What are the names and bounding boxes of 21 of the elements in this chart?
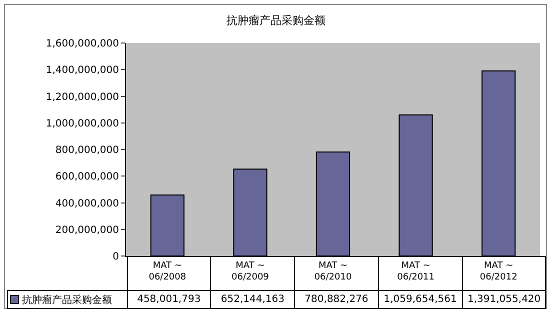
data-label: 780,882,276 [294,290,378,308]
data-label: 1,391,055,420 [462,290,546,308]
x-tick-label: MAT ~ 06/2009 [232,260,270,282]
y-tick-label: 1,200,000,000 [46,92,119,103]
x-tick-label: MAT ~ 06/2010 [314,260,352,282]
y-tick-label: 600,000,000 [55,172,119,183]
data-label: 652,144,163 [210,290,295,308]
x-tick-label: MAT ~ 06/2008 [148,260,186,282]
y-tick-label: 1,000,000,000 [46,118,119,130]
y-tick-label: 1,600,000,000 [46,38,119,50]
y-tick-label: 400,000,000 [55,198,119,210]
x-tick-label: MAT ~ 06/2012 [480,260,518,282]
chart-title: 抗肿瘤产品采购金额 [226,14,326,27]
data-label: 1,059,654,561 [378,290,462,308]
y-tick-label: 1,400,000,000 [46,65,119,76]
y-tick-label: 200,000,000 [55,224,119,236]
y-tick-label: 800,000,000 [55,145,119,156]
legend-label: 抗肿瘤产品采购金额 [22,294,112,306]
y-tick-label: 0 [112,252,119,262]
data-label: 458,001,793 [127,290,211,308]
x-tick-label: MAT ~ 06/2011 [397,260,434,282]
